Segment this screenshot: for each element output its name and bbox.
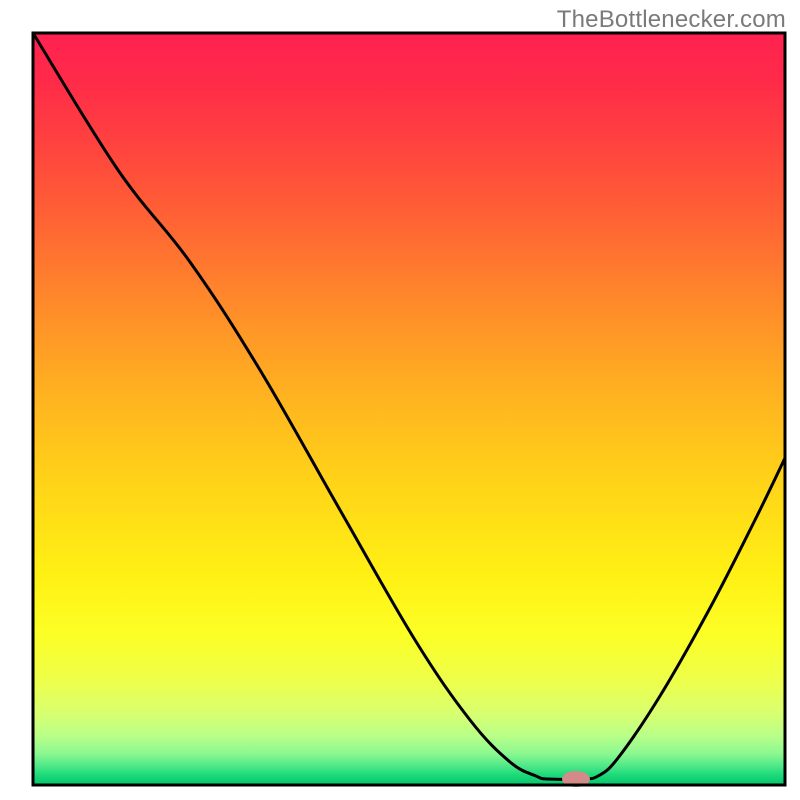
bottleneck-chart xyxy=(0,0,800,800)
watermark-label: TheBottlenecker.com xyxy=(557,6,786,34)
chart-container: TheBottlenecker.com xyxy=(0,0,800,800)
plot-background xyxy=(33,33,785,785)
